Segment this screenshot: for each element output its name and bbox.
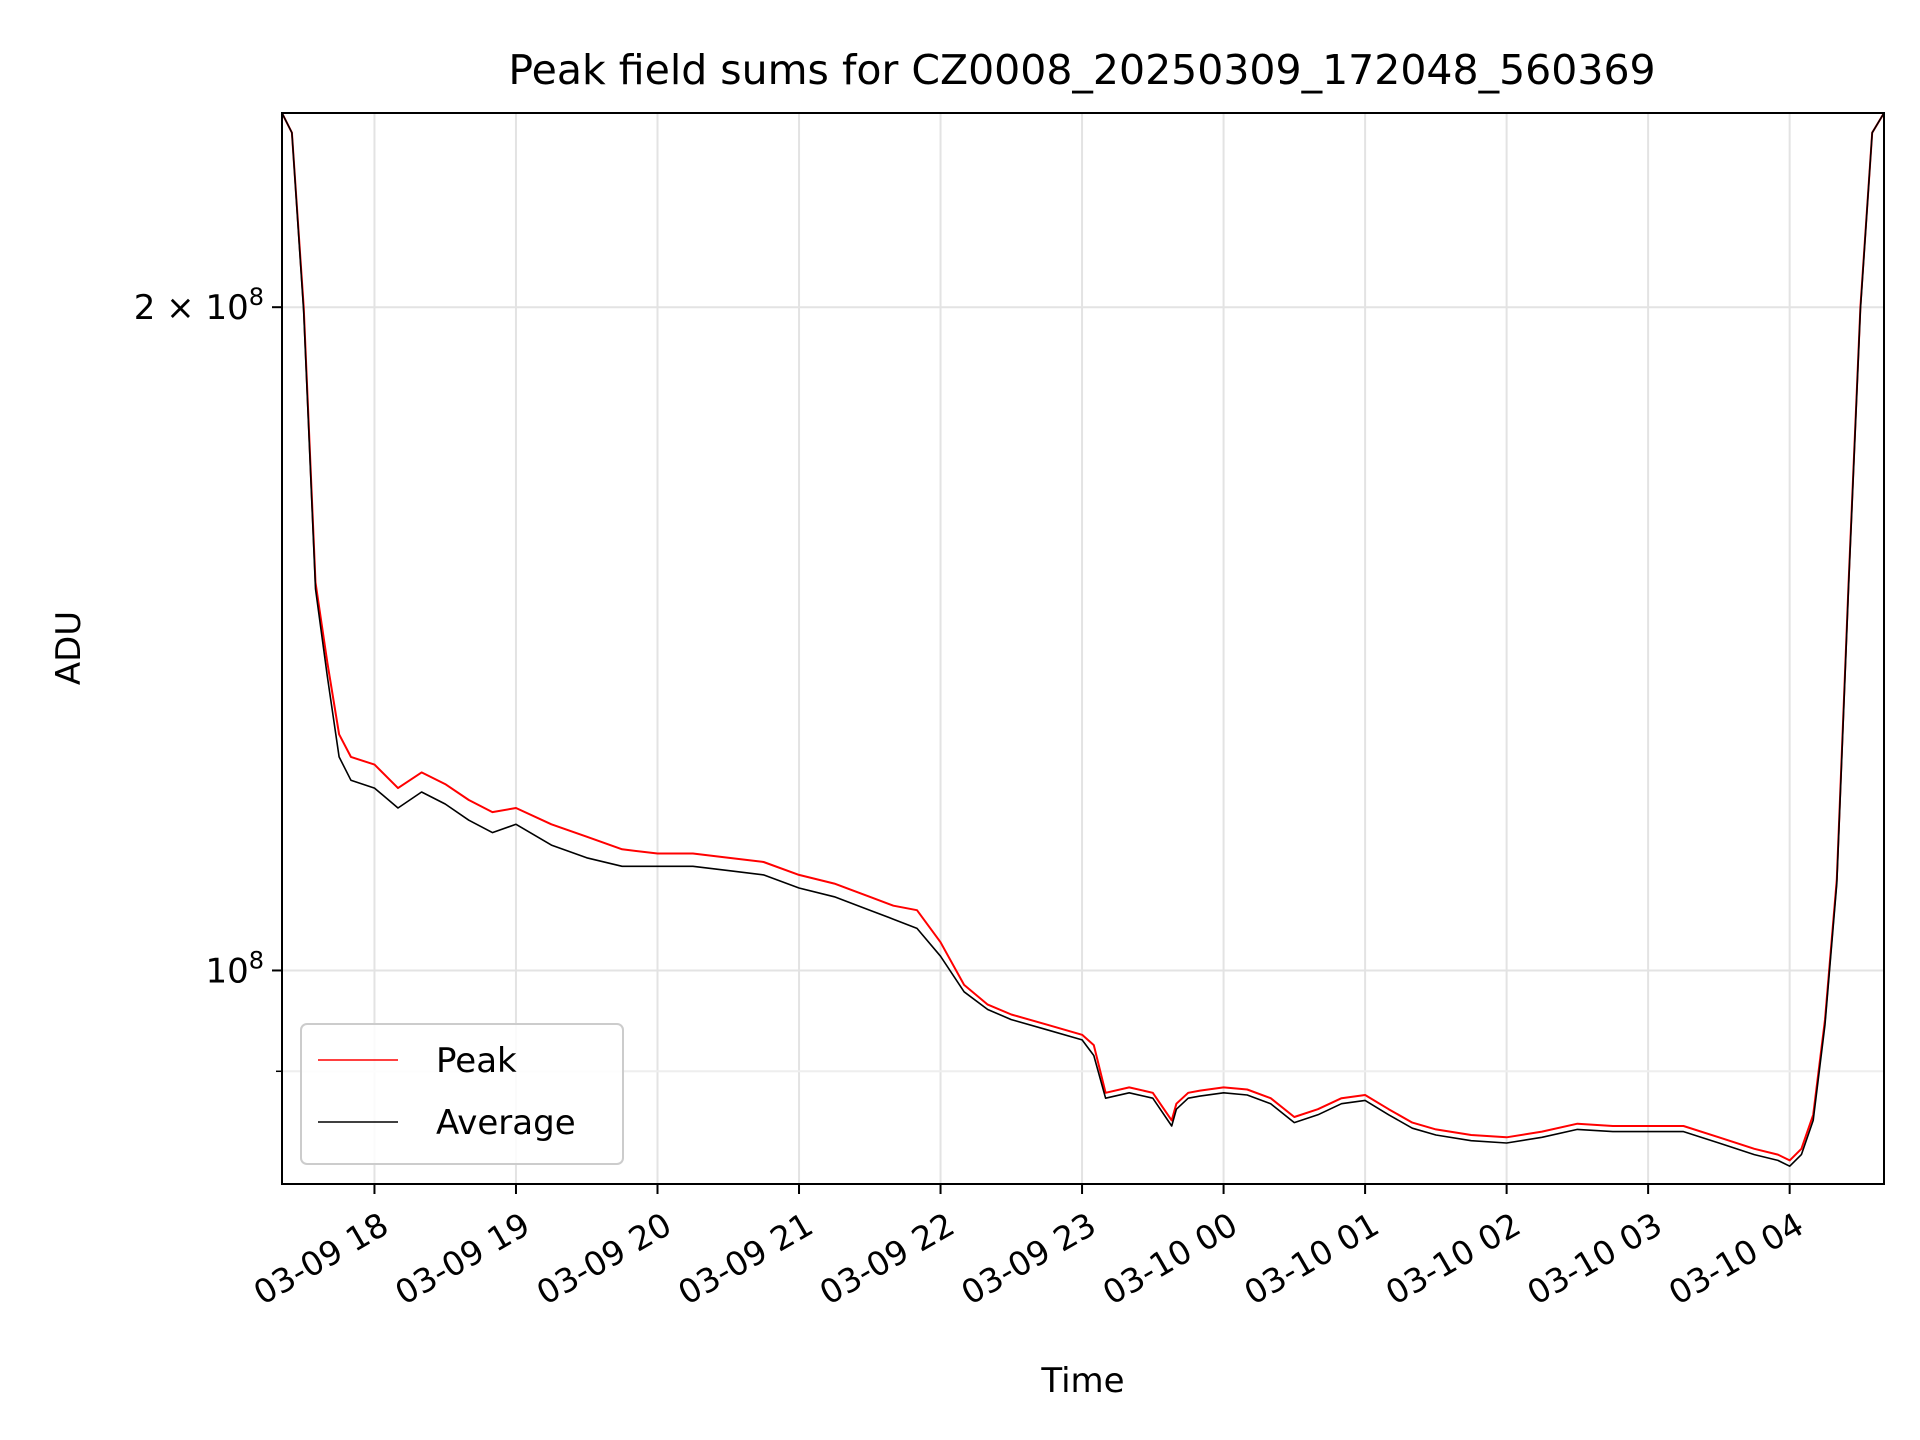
y-tick-label-base: 2 × 10 bbox=[134, 288, 249, 328]
x-axis-label: Time bbox=[1040, 1361, 1124, 1401]
series-line-average bbox=[282, 113, 1884, 1167]
chart-title: Peak field sums for CZ0008_20250309_1720… bbox=[508, 46, 1655, 94]
y-axis-label: ADU bbox=[49, 611, 89, 685]
legend: Peak Average bbox=[300, 1023, 624, 1165]
y-tick-label: 2 × 108 bbox=[134, 283, 264, 328]
y-tick-label-exponent: 8 bbox=[249, 946, 264, 974]
plot-area bbox=[282, 113, 1884, 1167]
grid-lines bbox=[282, 113, 1884, 1184]
y-tick-label: 108 bbox=[205, 946, 264, 991]
legend-box bbox=[300, 1023, 624, 1165]
y-tick-label-exponent: 8 bbox=[249, 283, 264, 311]
legend-label-peak: Peak bbox=[436, 1041, 517, 1081]
legend-label-average: Average bbox=[436, 1103, 576, 1143]
y-tick-label-base: 10 bbox=[205, 951, 248, 991]
series-line-peak bbox=[282, 113, 1884, 1162]
